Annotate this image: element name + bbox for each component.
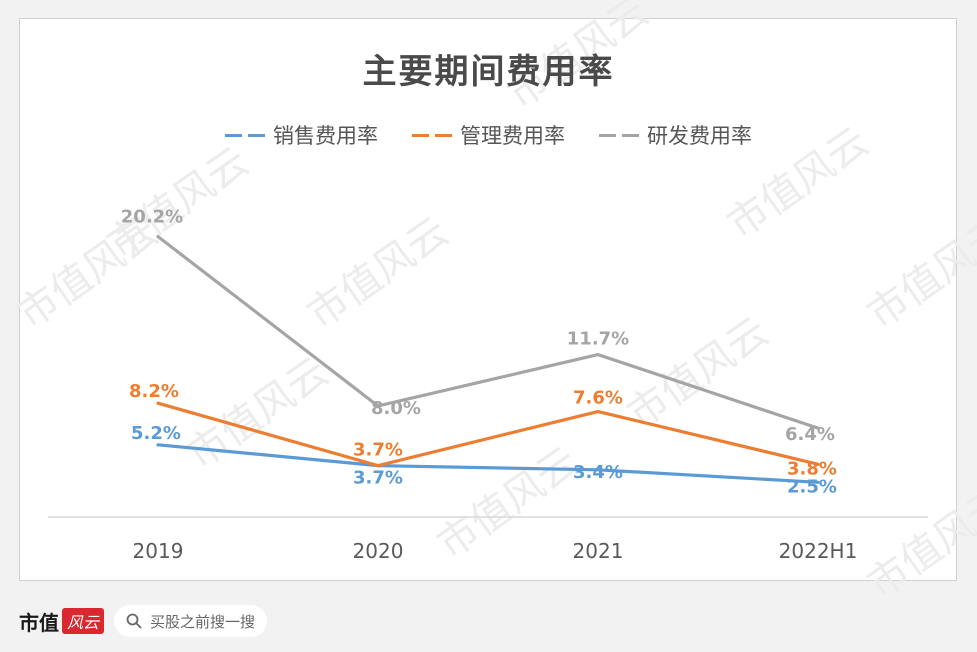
legend-item-admin: 管理费用率 [412,120,565,150]
search-placeholder: 买股之前搜一搜 [150,612,256,631]
search-icon [126,613,142,629]
legend-label-sales: 销售费用率 [273,124,378,148]
watermark-text: 市值风云 [429,439,586,568]
x-tick-label: 2019 [133,539,184,563]
data-label: 11.7% [567,329,629,350]
legend-swatch-rd [599,133,639,137]
watermark-text: 市值风云 [9,209,166,338]
data-label: 3.8% [787,458,837,479]
watermark-text: 市值风云 [299,209,456,338]
chart-title: 主要期间费用率 [362,52,615,92]
data-label: 8.0% [371,398,421,419]
search-box[interactable]: 买股之前搜一搜 [114,605,268,637]
data-label: 2.5% [787,476,837,497]
data-label: 3.4% [573,462,623,483]
chart-legend: 销售费用率 管理费用率 研发费用率 [0,120,977,150]
legend-swatch-sales [225,133,265,137]
data-label: 8.2% [129,381,179,402]
x-tick-label: 2021 [573,539,624,563]
chart-frame [19,18,957,581]
legend-item-sales: 销售费用率 [225,120,378,150]
footer-bar: 市值 风云 买股之前搜一搜 [19,603,268,639]
x-tick-label: 2020 [353,539,404,563]
watermark-text: 市值风云 [619,309,776,438]
data-label: 3.7% [353,440,403,461]
brand-mark: 风云 [62,608,105,634]
series-line-2 [156,235,820,430]
data-label: 6.4% [785,424,835,445]
legend-swatch-admin [412,133,452,137]
data-label: 20.2% [121,207,183,228]
legend-item-rd: 研发费用率 [599,120,752,150]
brand-name: 市值 [19,610,59,635]
watermark-text: 市值风云 [859,209,977,338]
data-label: 5.2% [131,423,181,444]
data-label: 7.6% [573,388,623,409]
legend-label-rd: 研发费用率 [647,124,752,148]
series-line-1 [156,401,820,468]
series-line-0 [156,443,820,484]
data-label: 3.7% [353,468,403,489]
x-tick-label: 2022H1 [779,539,858,563]
brand-logo: 市值 风云 [19,607,105,636]
watermark-text: 市值风云 [859,479,977,608]
legend-label-admin: 管理费用率 [460,124,565,148]
